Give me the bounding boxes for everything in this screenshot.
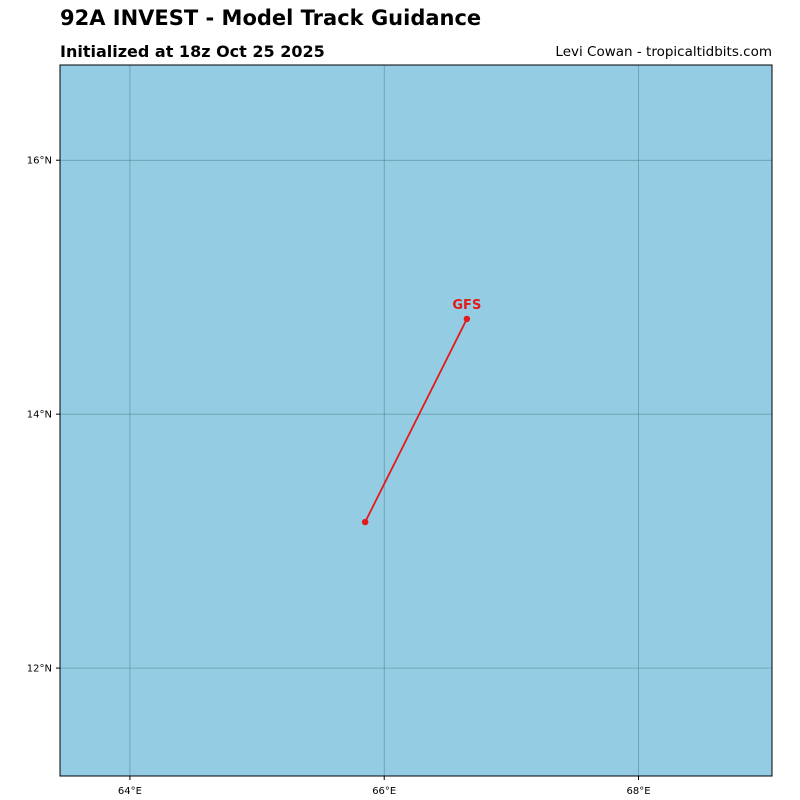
graticule bbox=[60, 65, 772, 776]
lat-tick-label: 16°N bbox=[27, 156, 52, 167]
model-tracks: GFS bbox=[361, 298, 481, 526]
lon-tick-label: 68°E bbox=[626, 786, 650, 797]
lon-tick-label: 64°E bbox=[118, 786, 142, 797]
track-point bbox=[463, 315, 471, 323]
credit-text: Levi Cowan - tropicaltidbits.com bbox=[555, 44, 772, 60]
lat-tick-label: 12°N bbox=[27, 664, 52, 675]
track-line-gfs bbox=[364, 318, 468, 523]
axis-ticks: 64°E 66°E 68°E 16°N 14°N 12°N bbox=[27, 156, 651, 797]
lon-tick-label: 66°E bbox=[372, 786, 396, 797]
init-time-subtitle: Initialized at 18z Oct 25 2025 bbox=[60, 42, 325, 61]
track-label: GFS bbox=[452, 298, 481, 313]
track-point bbox=[361, 518, 369, 526]
lat-tick-label: 14°N bbox=[27, 410, 52, 421]
map-frame bbox=[59, 64, 773, 777]
chart-title: 92A INVEST - Model Track Guidance bbox=[60, 6, 482, 30]
